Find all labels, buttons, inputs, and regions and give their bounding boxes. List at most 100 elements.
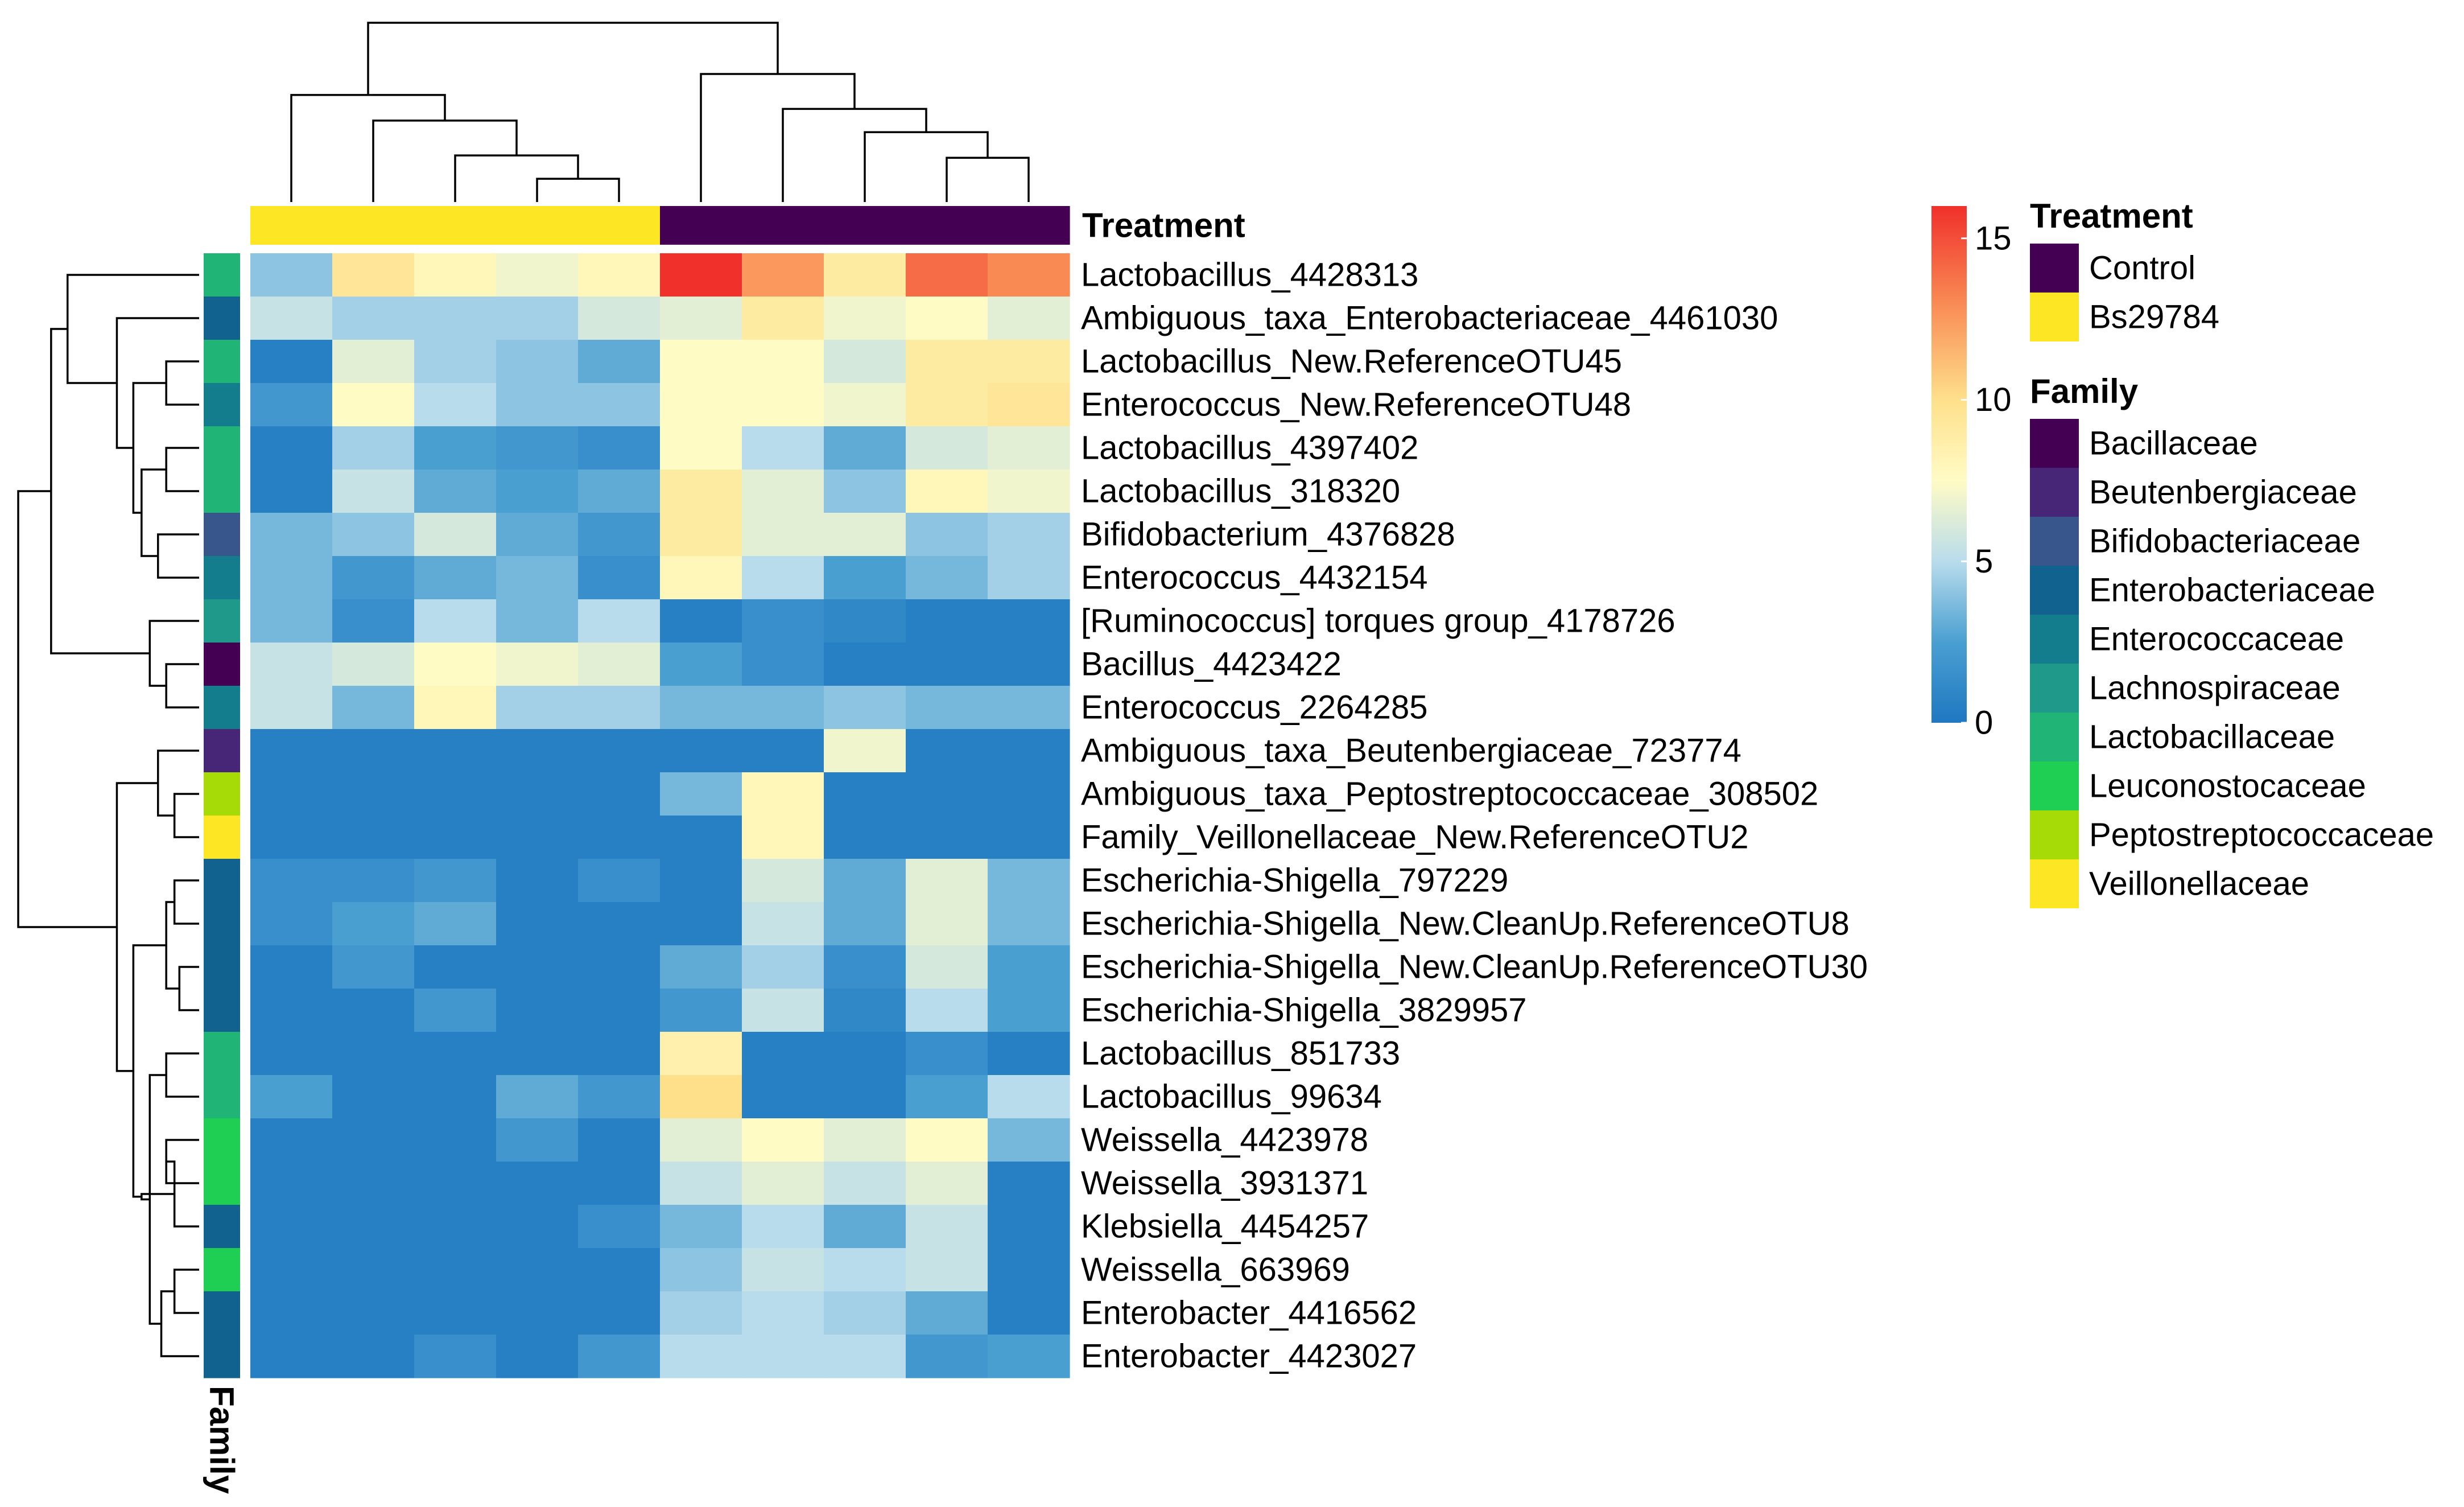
heatmap-cell [824,470,906,513]
heatmap-cell [332,859,415,903]
row-label: Enterobacter_4423027 [1081,1338,1417,1375]
heatmap-cell [250,1291,333,1335]
heatmap-cell [414,426,497,470]
heatmap-cell [742,902,824,946]
heatmap-cell [578,643,661,686]
heatmap-cell [742,513,824,557]
heatmap-cell [250,383,333,427]
heatmap-cell [496,1118,579,1162]
dendrogram-branch [156,750,199,817]
heatmap-cell [332,383,415,427]
treatment-cell [906,206,988,245]
heatmap-cell [988,945,1070,989]
heatmap-cell [578,599,661,643]
heatmap-cell [578,513,661,557]
row-label: Bifidobacterium_4376828 [1081,516,1455,553]
family-cell [204,1118,240,1162]
row-label: Enterococcus_4432154 [1081,559,1427,596]
heatmap-cell [496,859,579,903]
dendrogram-branch [173,1269,199,1314]
family-cell [204,686,240,730]
heatmap-cell [824,989,906,1032]
heatmap-cell [742,1291,824,1335]
row-label: Lactobacillus_99634 [1081,1078,1382,1115]
heatmap-cell [332,772,415,816]
row-label: Lactobacillus_4428313 [1081,257,1418,294]
heatmap-cell [988,902,1070,946]
heatmap-cell [250,816,333,859]
family-cell [204,297,240,340]
family-cell [204,772,240,816]
row-label: Weissella_663969 [1081,1251,1350,1288]
heatmap-cell [414,1032,497,1076]
dendrogram-branch [50,328,150,654]
heatmap-cell [332,253,415,297]
heatmap-cell [250,989,333,1032]
dendrogram-branch [173,793,199,838]
heatmap-cell [988,729,1070,773]
heatmap-cell [578,1162,661,1205]
family-legend-label: Bifidobacteriaceae [2089,523,2360,560]
dendrogram-branch [165,663,199,709]
treatment-cell [824,206,906,245]
family-cell [204,902,240,946]
heatmap-cell [906,686,988,730]
heatmap-cell [496,599,579,643]
heatmap-cell [988,1032,1070,1076]
heatmap-cell [332,686,415,730]
heatmap-cell [988,772,1070,816]
heatmap-cell [250,1205,333,1249]
heatmap-cell [906,902,988,946]
heatmap-cell [332,1118,415,1162]
heatmap-cell [906,772,988,816]
heatmap-cell [250,1162,333,1205]
heatmap-cell [332,513,415,557]
family-cell [204,383,240,427]
heatmap-cell [988,383,1070,427]
family-annotation-title: Family [203,1386,241,1494]
treatment-legend-swatch [2030,293,2079,341]
heatmap-cell [742,1248,824,1292]
family-cell [204,1205,240,1249]
heatmap-cell [824,859,906,903]
family-cell [204,859,240,903]
family-legend-label: Bacillaceae [2089,425,2258,462]
heatmap-cell [988,989,1070,1032]
family-legend-swatch [2030,664,2079,713]
row-label: Weissella_3931371 [1081,1165,1368,1202]
row-label: Weissella_4423978 [1081,1122,1368,1159]
heatmap-cell [660,297,742,340]
heatmap-cell [660,729,742,773]
family-legend: Family Bacillaceae Beutenbergiaceae Bifido… [2030,372,2434,908]
heatmap-cell [414,1248,497,1292]
family-legend-label: Enterococcaceae [2089,621,2344,658]
heatmap-cell [824,383,906,427]
heatmap-cell [988,1162,1070,1205]
heatmap-cell [660,859,742,903]
dendrogram-branch [17,490,117,928]
heatmap-cell [906,989,988,1032]
family-legend-label: Lachnospiraceae [2089,670,2341,707]
row-label: Lactobacillus_New.ReferenceOTU45 [1081,343,1622,380]
heatmap-cell [742,729,824,773]
row-label: [Ruminococcus] torques group_4178726 [1081,603,1675,640]
heatmap-cell [578,470,661,513]
treatment-annotation-title: Treatment [1082,207,1245,245]
family-cell [204,643,240,686]
heatmap-cell [742,1075,824,1119]
heatmap-cell [414,772,497,816]
heatmap-cell [906,513,988,557]
heatmap-cell [906,859,988,903]
treatment-cell [414,206,497,245]
heatmap-cell [250,686,333,730]
heatmap-cell [988,686,1070,730]
heatmap-cell [988,816,1070,859]
heatmap-cell [332,643,415,686]
heatmap-cell [660,1335,742,1378]
heatmap-cell [332,1032,415,1076]
family-legend-swatch [2030,859,2079,908]
heatmap-cell [250,1335,333,1378]
heatmap-cell [906,1205,988,1249]
heatmap-cell [660,1205,742,1249]
heatmap-cell [578,1032,661,1076]
